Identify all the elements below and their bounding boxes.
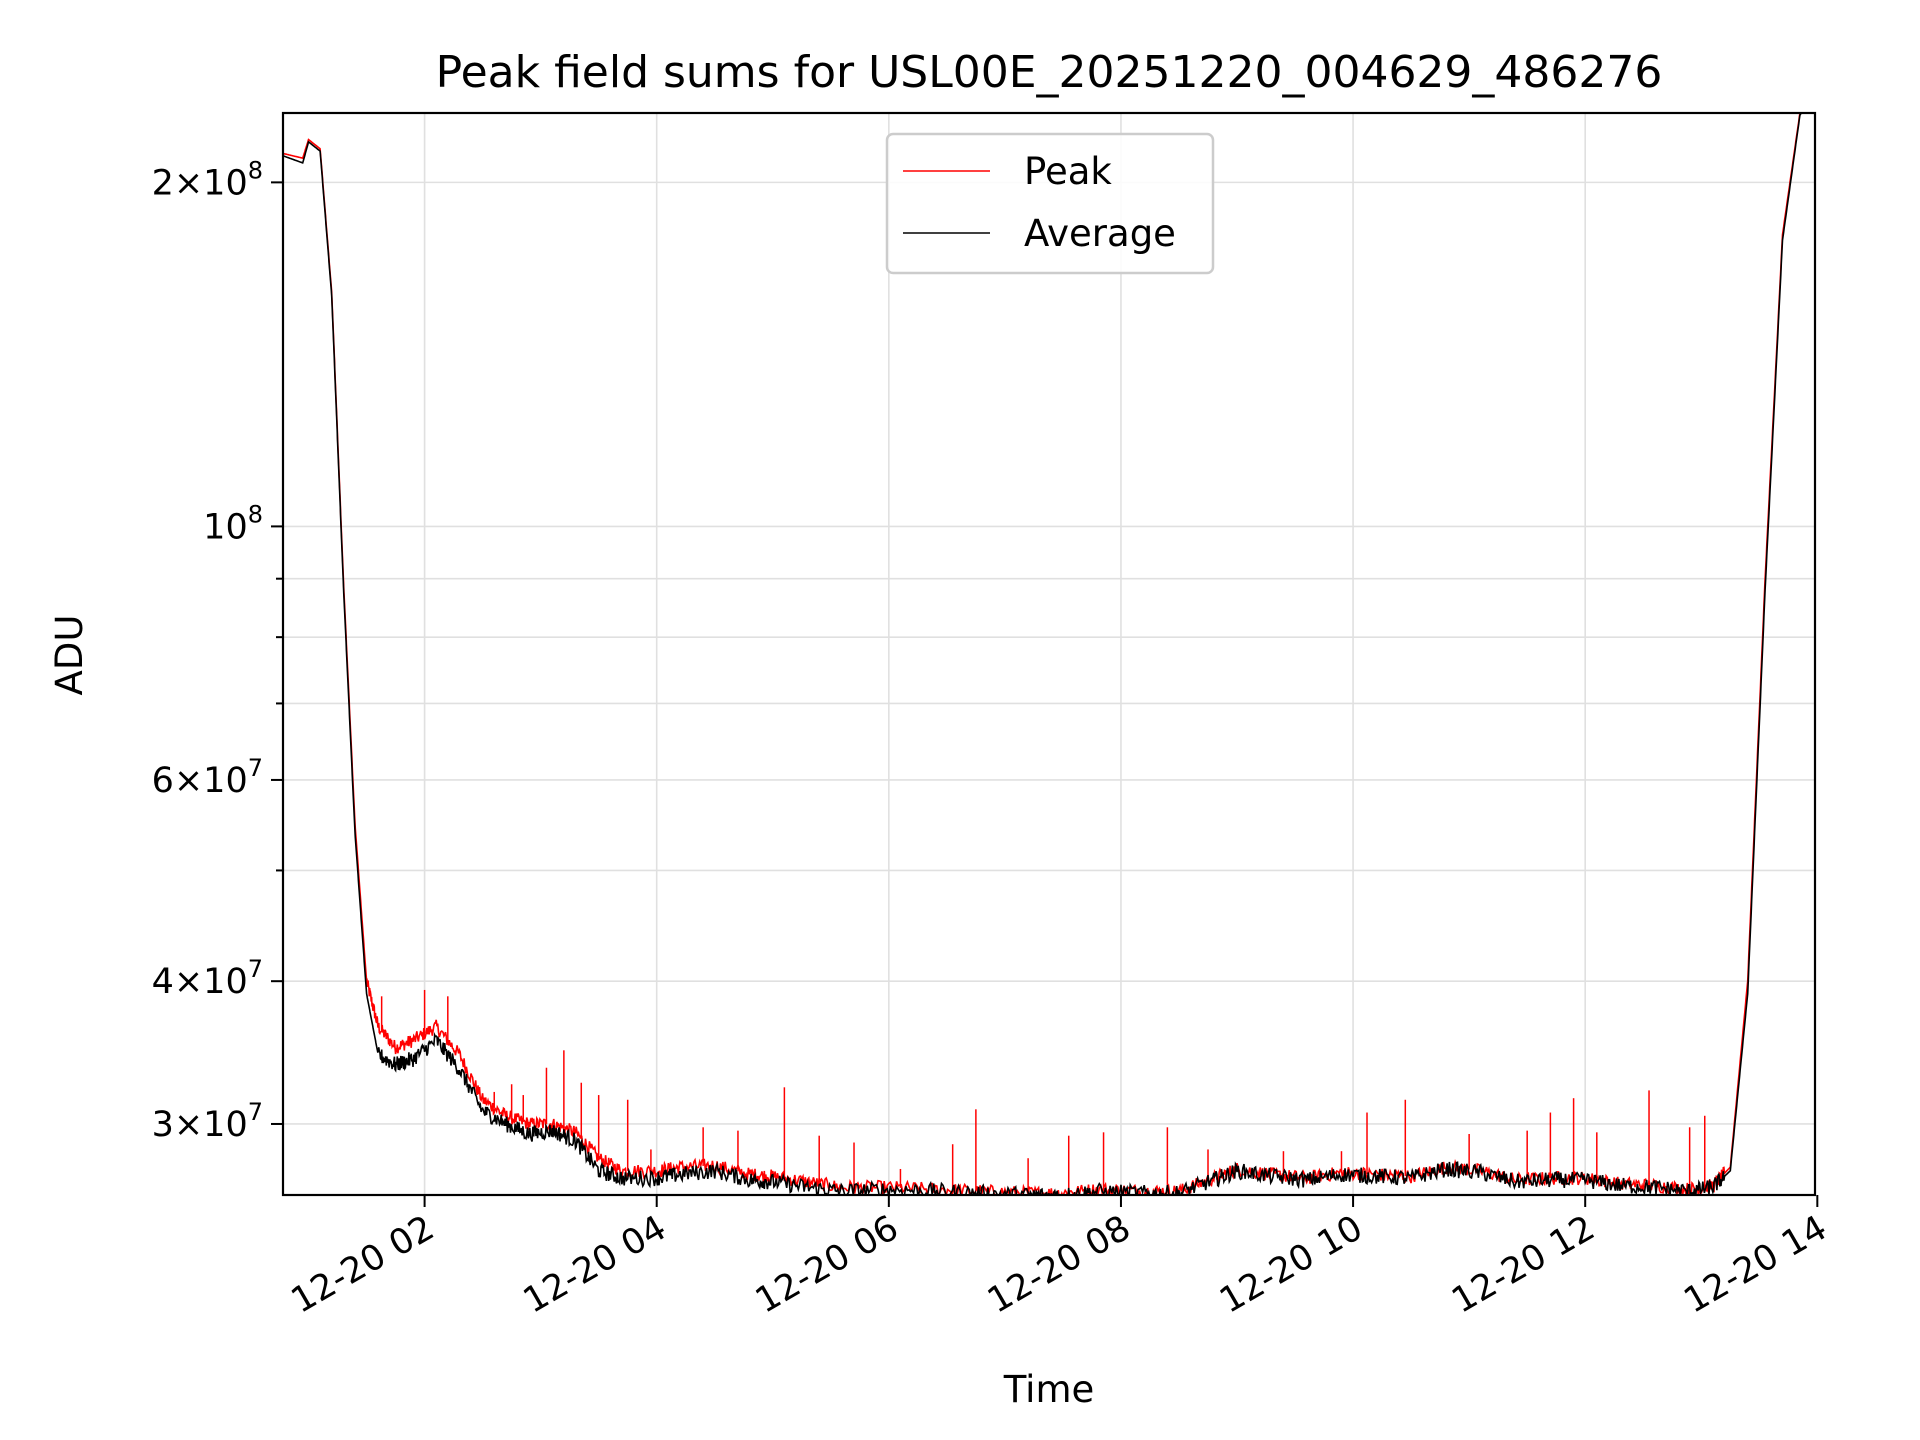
y-tick-label: 6×107 bbox=[152, 754, 263, 801]
y-axis-ticks: 3×107 4×107 6×107 108 2×108 bbox=[152, 156, 283, 1145]
x-tick-label: 12-20 14 bbox=[1678, 1208, 1834, 1321]
x-tick-label: 12-20 02 bbox=[285, 1208, 441, 1321]
legend: Peak Average bbox=[885, 132, 1215, 275]
average-series-line bbox=[283, 113, 1803, 1195]
x-axis-label: Time bbox=[1003, 1368, 1095, 1411]
x-tick-label: 12-20 08 bbox=[981, 1208, 1137, 1321]
y-tick-label: 2×108 bbox=[152, 156, 263, 203]
y-axis-label: ADU bbox=[48, 615, 91, 696]
average-series-layer bbox=[283, 113, 1803, 1195]
legend-frame bbox=[885, 132, 1215, 275]
x-axis-ticks: 12-20 02 12-20 04 12-20 06 12-20 08 12-20 10… bbox=[285, 1195, 1834, 1321]
y-tick-label: 4×107 bbox=[152, 955, 263, 1002]
plot-area-frame bbox=[281, 111, 1817, 1197]
y-tick-label: 3×107 bbox=[152, 1098, 263, 1145]
grid-layer bbox=[283, 113, 1815, 1195]
legend-peak-label: Peak bbox=[1024, 150, 1112, 193]
x-tick-label: 12-20 12 bbox=[1445, 1208, 1601, 1321]
x-tick-label: 12-20 10 bbox=[1213, 1208, 1369, 1321]
y-tick-label: 108 bbox=[203, 500, 263, 547]
chart-title: Peak field sums for USL00E_20251220_0046… bbox=[436, 47, 1663, 98]
x-tick-label: 12-20 04 bbox=[517, 1208, 673, 1321]
x-tick-label: 12-20 06 bbox=[749, 1208, 905, 1321]
legend-average-label: Average bbox=[1024, 212, 1176, 255]
